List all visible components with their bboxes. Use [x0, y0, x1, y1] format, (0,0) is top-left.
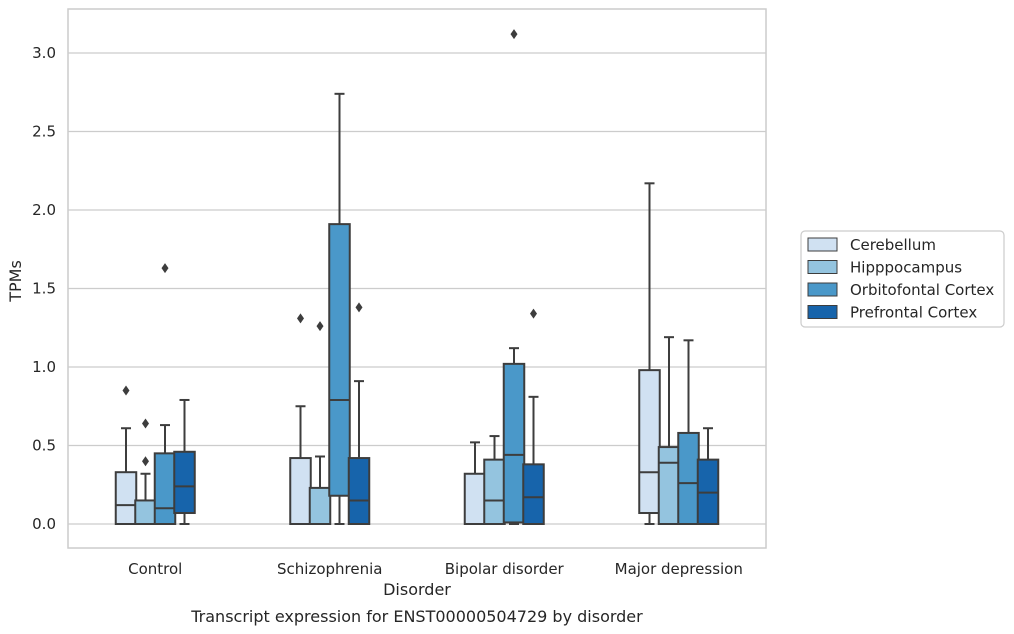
- box-cerebellum: [114, 385, 138, 526]
- box-orbitofontal-cortex: [328, 92, 351, 525]
- box: [677, 431, 700, 525]
- box-cerebellum: [289, 313, 312, 525]
- x-axis-label: Disorder: [383, 580, 451, 599]
- legend-label: Hipppocampus: [850, 259, 962, 277]
- box-prefrontal-cortex: [522, 308, 545, 525]
- box-hipppocampus: [657, 336, 681, 526]
- outlier-point: [510, 29, 518, 40]
- y-tick-label: 2.5: [32, 123, 56, 141]
- legend-swatch: [807, 282, 838, 297]
- legend-swatch: [807, 305, 838, 319]
- box-cerebellum: [463, 441, 487, 526]
- box-prefrontal-cortex: [347, 302, 371, 525]
- box-hipppocampus: [308, 321, 332, 526]
- legend-frame: [800, 230, 1005, 328]
- outlier-point: [142, 456, 149, 467]
- outlier-point: [355, 302, 363, 313]
- x-axis-ticks: Control Schizophrenia Bipolar disorder Majo…: [128, 560, 743, 578]
- box-orbitofontal-cortex: [153, 263, 177, 526]
- box-prefrontal-cortex: [696, 427, 720, 526]
- y-tick-label: 0.0: [32, 515, 56, 533]
- outlier-point: [122, 385, 130, 396]
- y-tick-label: 0.5: [32, 437, 56, 455]
- x-tick-label: Control: [128, 560, 182, 578]
- box: [638, 369, 661, 515]
- outlier-point: [316, 321, 324, 332]
- outlier-point: [530, 308, 537, 319]
- box: [153, 452, 177, 526]
- box: [173, 450, 196, 515]
- chart-caption: Transcript expression for ENST0000050472…: [190, 607, 643, 626]
- legend-swatch: [807, 237, 838, 252]
- box-hipppocampus: [134, 418, 157, 526]
- y-axis-label: TPMs: [6, 260, 25, 303]
- y-axis-ticks: 0.0 0.5 1.0 1.5 2.0 2.5 3.0: [32, 44, 56, 533]
- box-hipppocampus: [483, 435, 506, 526]
- outlier-point: [142, 418, 149, 429]
- legend: Cerebellum Hipppocampus Orbitofontal Corte…: [800, 230, 1005, 328]
- y-tick-label: 2.0: [32, 201, 56, 219]
- box: [289, 457, 312, 525]
- box: [502, 362, 526, 524]
- box: [134, 499, 157, 526]
- legend-label: Orbitofontal Cortex: [850, 281, 994, 299]
- plot-frame: [67, 8, 767, 549]
- x-tick-label: Schizophrenia: [277, 560, 382, 578]
- legend-label: Cerebellum: [850, 236, 936, 254]
- box: [328, 223, 351, 497]
- outlier-point: [297, 313, 304, 324]
- box: [114, 471, 138, 526]
- x-tick-label: Bipolar disorder: [445, 560, 565, 578]
- box: [463, 472, 487, 526]
- box: [522, 463, 545, 525]
- box-prefrontal-cortex: [173, 398, 196, 525]
- legend-swatch: [807, 260, 838, 274]
- box-plot-area: [114, 29, 720, 526]
- outlier-point: [161, 263, 169, 274]
- x-tick-label: Major depression: [615, 560, 743, 578]
- box: [308, 486, 332, 526]
- y-tick-label: 3.0: [32, 44, 56, 62]
- box-cerebellum: [638, 182, 661, 525]
- box-orbitofontal-cortex: [677, 339, 700, 525]
- legend-label: Prefrontal Cortex: [850, 304, 977, 322]
- y-tick-label: 1.0: [32, 358, 56, 376]
- box: [483, 458, 506, 526]
- box: [657, 446, 681, 526]
- box: [347, 457, 371, 525]
- box-orbitofontal-cortex: [502, 29, 526, 525]
- y-tick-label: 1.5: [32, 280, 56, 298]
